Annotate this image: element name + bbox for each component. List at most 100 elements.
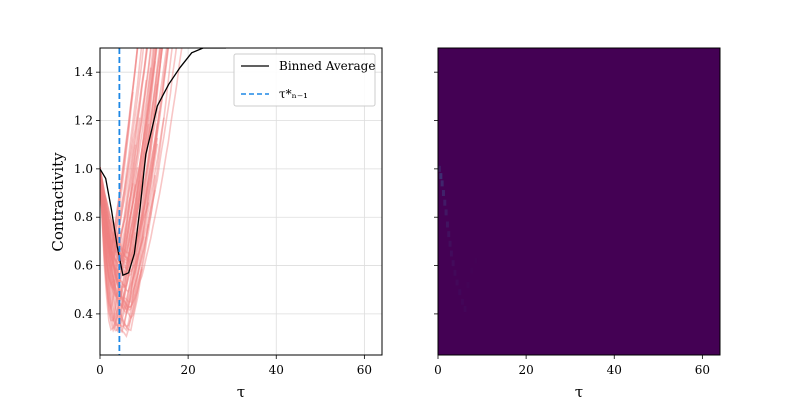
trajectory-line <box>100 48 162 261</box>
trajectory-line <box>100 170 150 303</box>
y-tick-label: 0.8 <box>74 210 93 224</box>
trajectory-line <box>100 168 143 339</box>
trajectory-line <box>100 168 134 259</box>
trajectory-line <box>100 48 139 255</box>
heatmap-cell <box>466 281 470 288</box>
y-tick-label: 1.2 <box>74 114 93 128</box>
trajectory-line <box>100 48 163 312</box>
x-tick-label: 0 <box>96 363 104 377</box>
heatmap-cell <box>438 165 441 172</box>
trajectory-line <box>100 48 183 308</box>
heatmap-cell <box>463 306 467 313</box>
y-axis-label: Contractivity <box>49 152 67 252</box>
heatmap-cell <box>453 269 457 276</box>
heatmap-cell <box>458 289 462 296</box>
trajectory-line <box>100 48 168 258</box>
trajectory-line <box>100 79 148 254</box>
trajectory-line <box>100 48 143 263</box>
trajectory-line <box>100 83 159 310</box>
trajectory-line <box>100 48 154 330</box>
x-tick-label: 40 <box>607 363 622 377</box>
right-x-ticks: 0 20 40 60 <box>434 355 710 377</box>
heatmap-cell <box>445 221 449 228</box>
trajectory-line <box>100 48 145 272</box>
legend-label-tau-star: τ*ₙ₋₁ <box>279 87 308 101</box>
heatmap-cell <box>440 180 444 187</box>
heatmap-cell <box>460 298 464 305</box>
trajectory-line <box>100 48 163 311</box>
trajectory-line <box>100 48 152 312</box>
trajectory-line <box>100 143 159 333</box>
x-tick-label: 20 <box>180 363 195 377</box>
heatmap-cell <box>449 250 453 257</box>
trajectory-line <box>100 168 150 258</box>
trajectory-line <box>100 167 145 328</box>
right-y-ticks <box>434 71 438 315</box>
trajectory-line <box>100 167 137 298</box>
right-plot-frame <box>437 47 721 356</box>
legend-label-binned-average: Binned Average <box>279 59 375 73</box>
binned-average-line <box>100 48 226 277</box>
trajectory-lines <box>100 48 183 339</box>
trajectory-line <box>100 123 159 262</box>
heatmap-cell <box>474 258 477 264</box>
heatmap-cell <box>443 199 447 206</box>
trajectory-line <box>100 48 178 315</box>
trajectory-line <box>100 110 161 278</box>
x-tick-label: 0 <box>434 363 442 377</box>
heatmap-cell <box>441 190 445 197</box>
trajectory-line <box>100 48 161 300</box>
heatmap-cell <box>451 260 455 267</box>
trajectory-line <box>100 137 145 259</box>
trajectory-line <box>100 168 156 320</box>
trajectory-line <box>100 60 156 291</box>
x-tick-label: 60 <box>357 363 372 377</box>
left-chart: 0 20 40 60 0.4 0.6 0.8 1.0 1.2 1.4 τ Contractivi… <box>49 47 383 400</box>
trajectory-line <box>100 123 150 263</box>
heatmap-cell <box>470 267 474 274</box>
x-tick-label: 20 <box>518 363 533 377</box>
trajectory-line <box>100 168 137 323</box>
trajectory-line <box>100 117 165 294</box>
left-plot-frame <box>99 47 383 356</box>
left-y-ticks: 0.4 0.6 0.8 1.0 1.2 1.4 <box>74 65 100 321</box>
trajectory-line <box>100 91 134 255</box>
heatmap-cell <box>439 173 443 180</box>
trajectory-line <box>100 48 139 253</box>
trajectory-line <box>100 67 152 265</box>
x-tick-label: 40 <box>269 363 284 377</box>
trajectory-line <box>100 168 156 273</box>
trajectory-line <box>100 48 139 252</box>
trajectory-line <box>100 48 148 244</box>
trajectory-line <box>100 137 159 277</box>
left-x-axis-label: τ <box>237 383 245 400</box>
y-tick-label: 0.4 <box>74 307 93 321</box>
right-chart: 0 20 40 60 τ <box>434 47 721 400</box>
trajectory-line <box>100 144 137 264</box>
trajectory-line <box>100 48 169 332</box>
trajectory-line <box>100 129 159 332</box>
legend-box <box>233 53 376 107</box>
trajectory-line <box>100 48 152 291</box>
legend: Binned Average τ*ₙ₋₁ <box>233 53 376 107</box>
heatmap-cell <box>447 231 451 238</box>
trajectory-line <box>100 167 143 309</box>
right-x-axis-label: τ <box>575 383 583 400</box>
trajectory-line <box>100 48 163 327</box>
y-tick-label: 1.0 <box>74 162 93 176</box>
trajectory-line <box>100 48 158 288</box>
heatmap-background <box>438 48 720 355</box>
trajectory-line <box>100 48 156 288</box>
binned-average-series <box>100 48 226 277</box>
trajectory-line <box>100 48 157 309</box>
trajectory-line <box>100 48 157 265</box>
heatmap-cells <box>438 165 477 313</box>
trajectory-line <box>100 48 155 333</box>
heatmap-cell <box>448 240 452 247</box>
left-x-ticks: 0 20 40 60 <box>96 355 372 377</box>
trajectory-line <box>100 48 170 334</box>
trajectory-line <box>100 48 173 332</box>
trajectory-line <box>100 48 164 276</box>
x-tick-label: 60 <box>695 363 710 377</box>
